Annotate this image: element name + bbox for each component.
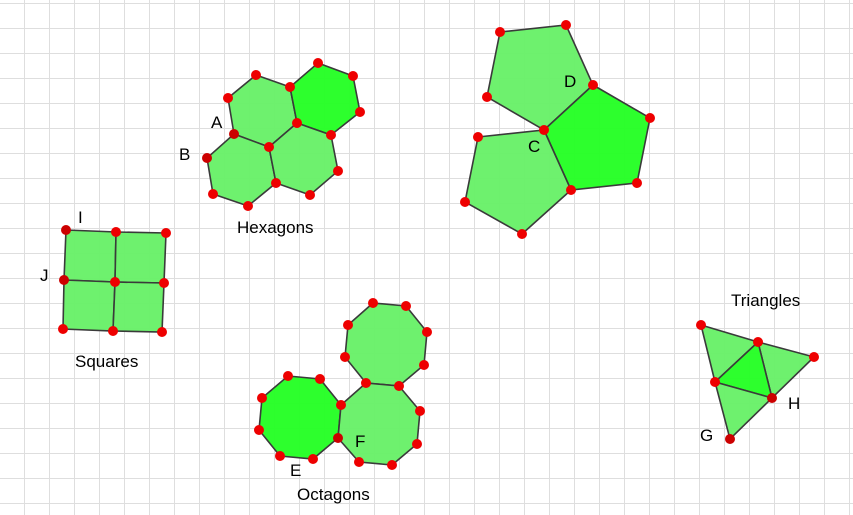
vertex-point[interactable] — [348, 71, 358, 81]
vertex-point-E[interactable] — [308, 454, 318, 464]
point-label-G: G — [700, 426, 714, 445]
vertex-point[interactable] — [632, 178, 642, 188]
vertex-point-B[interactable] — [202, 153, 212, 163]
vertex-point[interactable] — [110, 277, 120, 287]
vertex-point[interactable] — [161, 228, 171, 238]
vertex-point[interactable] — [710, 377, 720, 387]
squares-label: Squares — [75, 352, 139, 371]
square-group — [62, 229, 167, 333]
vertex-point-J[interactable] — [59, 275, 69, 285]
vertex-point[interactable] — [361, 378, 371, 388]
vertex-point[interactable] — [343, 320, 353, 330]
vertex-point[interactable] — [271, 178, 281, 188]
point-label-B: B — [179, 145, 191, 164]
vertex-point[interactable] — [285, 82, 295, 92]
vertex-point[interactable] — [108, 326, 118, 336]
vertex-point[interactable] — [422, 327, 432, 337]
point-label-D: D — [564, 72, 577, 91]
octagon-1[interactable] — [344, 302, 428, 387]
vertex-point[interactable] — [275, 451, 285, 461]
vertex-point[interactable] — [111, 227, 121, 237]
square-3[interactable] — [62, 279, 116, 332]
square-2[interactable] — [114, 231, 167, 284]
vertex-point-G[interactable] — [725, 434, 735, 444]
vertex-point[interactable] — [313, 58, 323, 68]
point-label-C: C — [528, 137, 541, 156]
vertex-point[interactable] — [645, 113, 655, 123]
vertex-point[interactable] — [333, 166, 343, 176]
vertex-point[interactable] — [753, 337, 763, 347]
vertex-point[interactable] — [561, 20, 571, 30]
vertex-point[interactable] — [482, 92, 492, 102]
pentagon-3[interactable] — [464, 129, 572, 235]
triangle-group — [699, 323, 816, 441]
octagon-3[interactable] — [337, 382, 421, 466]
vertex-point[interactable] — [243, 201, 253, 211]
vertex-point-C[interactable] — [539, 125, 549, 135]
octagon-group — [258, 302, 428, 466]
vertex-point[interactable] — [254, 425, 264, 435]
vertex-point[interactable] — [283, 371, 293, 381]
vertex-point[interactable] — [305, 190, 315, 200]
vertex-point[interactable] — [326, 130, 336, 140]
octagons-label: Octagons — [297, 485, 370, 504]
point-label-E: E — [290, 461, 302, 480]
vertex-point[interactable] — [355, 107, 365, 117]
vertex-point[interactable] — [401, 301, 411, 311]
vertex-point[interactable] — [257, 393, 267, 403]
vertex-point-A[interactable] — [229, 129, 239, 139]
vertex-point[interactable] — [336, 400, 346, 410]
square-4[interactable] — [112, 281, 165, 333]
vertex-point[interactable] — [315, 374, 325, 384]
triangles-label: Triangles — [731, 291, 801, 310]
vertex-points — [58, 20, 819, 470]
vertex-point[interactable] — [292, 118, 302, 128]
vertex-point[interactable] — [340, 352, 350, 362]
vertex-point[interactable] — [566, 185, 576, 195]
vertex-point[interactable] — [495, 27, 505, 37]
vertex-point[interactable] — [208, 189, 218, 199]
vertex-point[interactable] — [696, 320, 706, 330]
point-label-J: J — [40, 266, 49, 285]
vertex-point[interactable] — [419, 360, 429, 370]
vertex-point-I[interactable] — [61, 225, 71, 235]
vertex-point[interactable] — [223, 93, 233, 103]
pentagon-2[interactable] — [543, 84, 651, 191]
vertex-point[interactable] — [157, 327, 167, 337]
hexagons-label: Hexagons — [237, 218, 314, 237]
vertex-point[interactable] — [159, 278, 169, 288]
vertex-point[interactable] — [354, 457, 364, 467]
vertex-point[interactable] — [368, 298, 378, 308]
vertex-point-D[interactable] — [588, 80, 598, 90]
vertex-point[interactable] — [473, 132, 483, 142]
vertex-point[interactable] — [415, 406, 425, 416]
vertex-point-H[interactable] — [767, 393, 777, 403]
point-label-F: F — [355, 432, 366, 451]
pentagon-group — [464, 24, 651, 235]
square-1[interactable] — [63, 229, 117, 283]
point-label-I: I — [78, 208, 83, 227]
vertex-point[interactable] — [394, 381, 404, 391]
octagon-2[interactable] — [258, 375, 342, 460]
point-label-H: H — [788, 394, 801, 413]
point-label-A: A — [211, 113, 223, 132]
triangle-4[interactable] — [713, 380, 774, 441]
vertex-point[interactable] — [251, 70, 261, 80]
vertex-point[interactable] — [809, 352, 819, 362]
vertex-point[interactable] — [412, 439, 422, 449]
vertex-point[interactable] — [460, 197, 470, 207]
vertex-point[interactable] — [517, 229, 527, 239]
vertex-point[interactable] — [58, 324, 68, 334]
vertex-point[interactable] — [387, 460, 397, 470]
vertex-point[interactable] — [264, 142, 274, 152]
vertex-point-F[interactable] — [333, 433, 343, 443]
